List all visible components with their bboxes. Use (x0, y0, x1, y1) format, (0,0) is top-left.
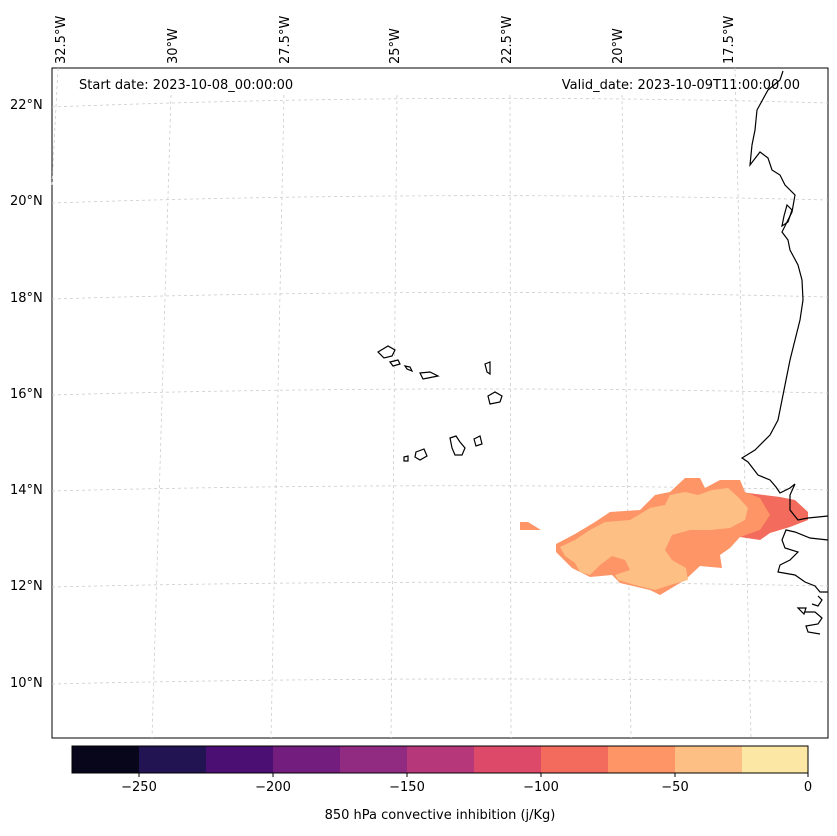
cin-field (520, 478, 808, 595)
colorbar-segment (72, 746, 139, 773)
colorbar-segment (139, 746, 206, 773)
colorbar-segment (675, 746, 742, 773)
colorbar-frame (71, 745, 809, 774)
longitude-label: 25°W (388, 28, 403, 64)
map-plot-area (51, 67, 829, 739)
colorbar-segment (340, 746, 407, 773)
colorbar-segment (206, 746, 273, 773)
colorbar-segment (742, 746, 808, 773)
latitude-label: 14°N (10, 483, 43, 498)
colorbar-tick-label: −100 (523, 780, 559, 795)
longitude-label: 22.5°W (500, 15, 515, 64)
colorbar-segment (541, 746, 608, 773)
colorbar-segment (608, 746, 675, 773)
latitude-label: 10°N (10, 676, 43, 691)
colorbar (71, 745, 809, 777)
colorbar-segment (474, 746, 541, 773)
colorbar-tick-label: −50 (661, 780, 689, 795)
colorbar-tick-label: 0 (803, 780, 813, 795)
latitude-label: 18°N (10, 291, 43, 306)
colorbar-tick-label: −250 (121, 780, 157, 795)
latitude-label: 22°N (10, 98, 43, 113)
longitude-label: 27.5°W (278, 15, 293, 64)
colorbar-tick-label: −200 (255, 780, 291, 795)
cin-area-minus-50 (560, 488, 748, 590)
latitude-label: 12°N (10, 579, 43, 594)
africa-coastline (740, 70, 829, 521)
latitude-label: 16°N (10, 387, 43, 402)
colorbar-label: 850 hPa convective inhibition (j/Kg) (324, 808, 556, 823)
latitude-label: 20°N (10, 194, 43, 209)
coastlines (377, 70, 829, 635)
cape-verde-island (377, 345, 396, 359)
longitude-label: 17.5°W (722, 15, 737, 64)
longitude-label: 32.5°W (54, 15, 69, 64)
longitude-label: 20°W (611, 28, 626, 64)
valid-date-text: Valid_date: 2023-10-09T11:00:00.00 (561, 78, 800, 93)
longitude-label: 30°W (166, 28, 181, 64)
colorbar-segment (273, 746, 340, 773)
colorbar-segment (407, 746, 474, 773)
start-date-text: Start date: 2023-10-08_00:00:00 (79, 78, 294, 93)
colorbar-tick-label: −150 (389, 780, 425, 795)
gridlines (51, 67, 829, 739)
